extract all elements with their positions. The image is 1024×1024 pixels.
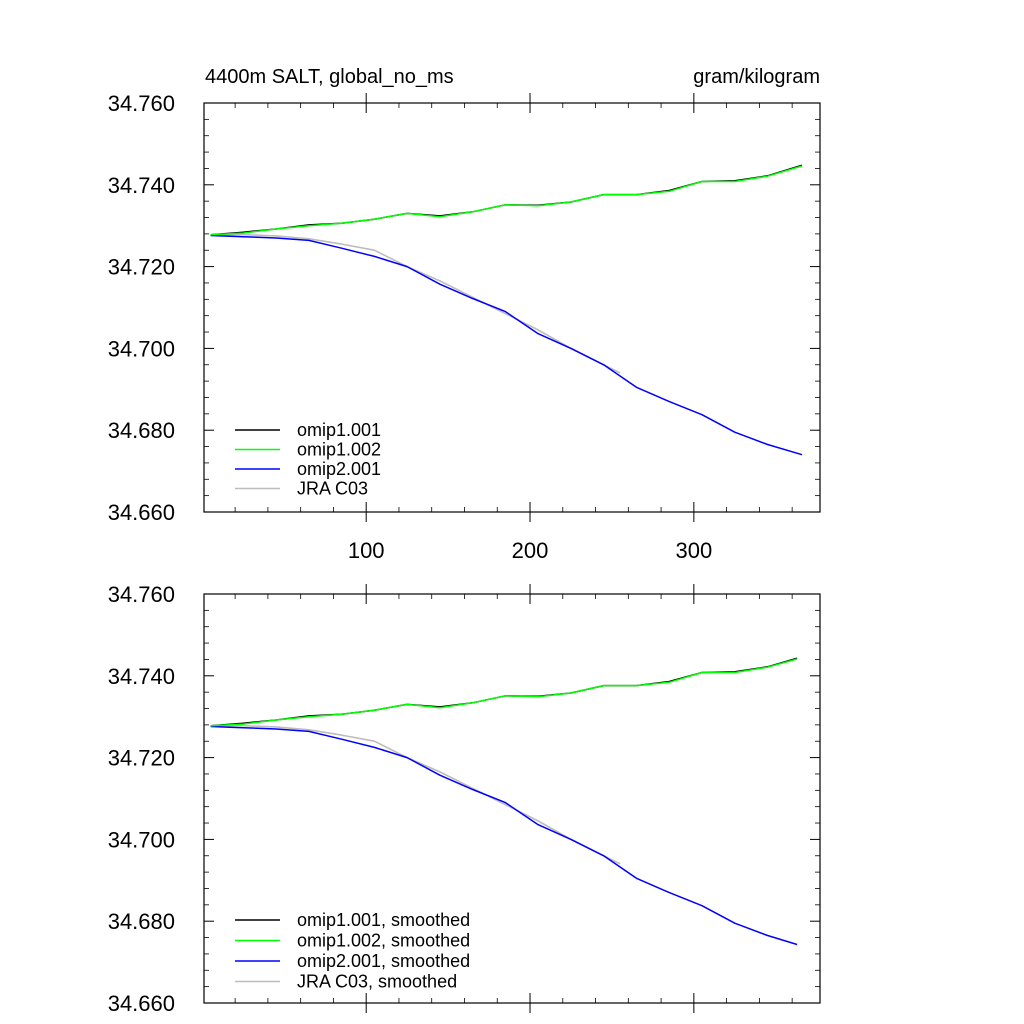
y-tick-label: 34.680 bbox=[108, 418, 175, 443]
legend-label: omip1.002 bbox=[297, 440, 381, 460]
plot-title-right: gram/kilogram bbox=[693, 66, 820, 88]
y-tick-label: 34.700 bbox=[108, 827, 175, 852]
series-line bbox=[210, 233, 621, 374]
series-line bbox=[210, 164, 803, 236]
y-tick-label: 34.680 bbox=[108, 909, 175, 934]
legend-label: JRA C03 bbox=[297, 479, 368, 499]
series-line bbox=[210, 657, 798, 727]
x-tick-label: 300 bbox=[675, 538, 712, 563]
bottom-panel: 34.660 34.680 34.700 34.720 34.740 34.760 omip… bbox=[108, 582, 821, 1016]
plot-frame bbox=[203, 102, 821, 513]
x-tick-label: 200 bbox=[512, 538, 549, 563]
series-line bbox=[210, 234, 803, 456]
legend-label: omip1.002, smoothed bbox=[297, 931, 470, 951]
legend-label: JRA C03, smoothed bbox=[297, 972, 457, 992]
y-tick-label: 34.720 bbox=[108, 746, 175, 771]
y-tick-label: 34.660 bbox=[108, 991, 175, 1016]
legend-label: omip1.001, smoothed bbox=[297, 910, 470, 930]
legend-label: omip1.001 bbox=[297, 420, 381, 440]
y-tick-label: 34.700 bbox=[108, 336, 175, 361]
series-line bbox=[210, 725, 798, 946]
legend-label: omip2.001, smoothed bbox=[297, 951, 470, 971]
y-tick-label: 34.660 bbox=[108, 500, 175, 525]
y-tick-label: 34.740 bbox=[108, 664, 175, 689]
y-tick-label: 34.740 bbox=[108, 173, 175, 198]
plot-title-left: 4400m SALT, global_no_ms bbox=[205, 66, 454, 88]
x-tick-label: 100 bbox=[348, 538, 385, 563]
y-tick-label: 34.760 bbox=[108, 582, 175, 607]
series-line bbox=[210, 658, 798, 727]
y-tick-label: 34.760 bbox=[108, 91, 175, 116]
top-panel: 34.660 34.680 34.700 34.720 34.740 34.760 100 2… bbox=[108, 91, 821, 563]
series-line bbox=[210, 165, 803, 236]
plot-frame bbox=[203, 593, 821, 1004]
legend-label: omip2.001 bbox=[297, 459, 381, 479]
series-line bbox=[210, 724, 621, 865]
y-tick-label: 34.720 bbox=[108, 255, 175, 280]
